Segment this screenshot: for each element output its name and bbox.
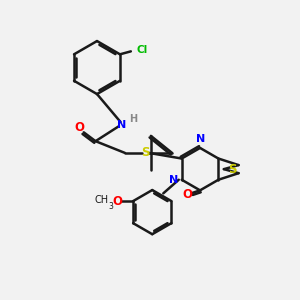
Text: O: O: [183, 188, 193, 201]
Text: S: S: [141, 146, 150, 159]
Text: O: O: [74, 122, 84, 134]
Text: 3: 3: [109, 202, 113, 211]
Text: N: N: [117, 120, 127, 130]
Text: Cl: Cl: [136, 45, 147, 55]
Text: H: H: [129, 114, 137, 124]
Text: N: N: [169, 175, 178, 185]
Text: S: S: [228, 163, 237, 176]
Text: N: N: [196, 134, 205, 144]
Text: O: O: [112, 195, 122, 208]
Text: CH: CH: [94, 195, 109, 205]
